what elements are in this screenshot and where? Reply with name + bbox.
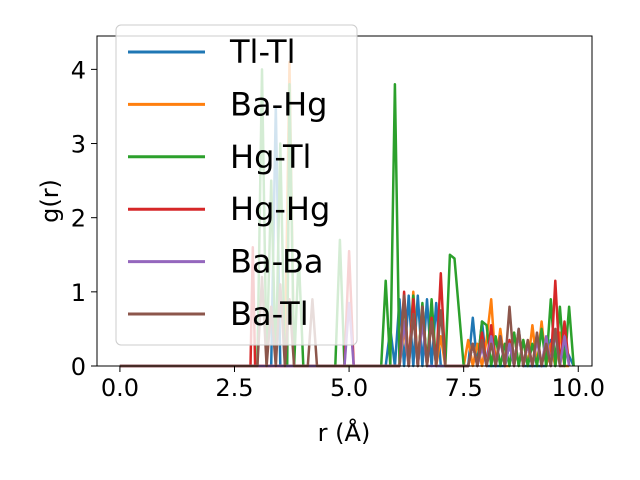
x-tick-label: 7.5	[445, 374, 483, 402]
y-tick-label: 0	[71, 353, 86, 381]
x-tick-label: 2.5	[215, 374, 253, 402]
y-axis: 0 1 2 3 4	[71, 56, 97, 381]
y-tick-label: 1	[71, 279, 86, 307]
legend-label-ba-tl: Ba-Tl	[230, 295, 309, 333]
legend: Tl-Tl Ba-Hg Hg-Tl Hg-Hg Ba-Ba Ba-Tl	[115, 24, 358, 346]
legend-label-ba-ba: Ba-Ba	[230, 243, 324, 281]
legend-label-tl-tl: Tl-Tl	[229, 33, 295, 71]
x-axis-label: r (Å)	[318, 418, 371, 447]
y-tick-label: 3	[71, 131, 86, 159]
y-tick-label: 2	[71, 205, 86, 233]
legend-label-ba-hg: Ba-Hg	[230, 85, 327, 123]
x-axis: 0.0 2.5 5.0 7.5 10.0	[101, 366, 605, 402]
x-tick-label: 5.0	[330, 374, 368, 402]
legend-label-hg-tl: Hg-Tl	[230, 138, 311, 176]
legend-label-hg-hg: Hg-Hg	[230, 190, 330, 228]
x-tick-label: 0.0	[101, 374, 139, 402]
y-tick-label: 4	[71, 56, 86, 84]
x-tick-label: 10.0	[552, 374, 605, 402]
y-axis-label: g(r)	[36, 179, 64, 223]
